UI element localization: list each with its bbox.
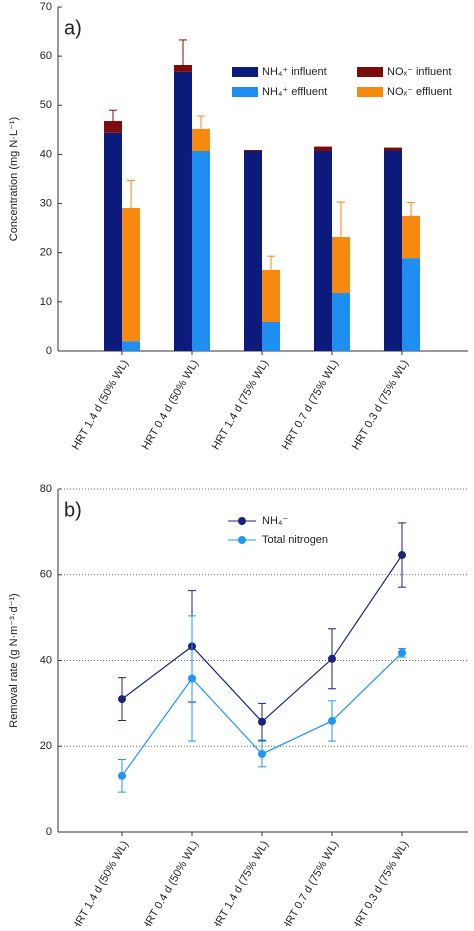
y-tick-label: 50 [40, 99, 52, 111]
bar [174, 64, 192, 72]
y-axis-label: Concentration (mg N·L⁻¹) [8, 117, 20, 241]
bar [402, 258, 420, 351]
legend-label: NH₄⁺ influent [262, 66, 327, 78]
x-tick-label: HRT 1.4 d (75% WL) [210, 839, 271, 926]
bar [262, 322, 280, 351]
y-tick-label: 40 [40, 654, 52, 666]
error-bar [197, 115, 205, 129]
point [118, 695, 126, 704]
error-bar [109, 109, 117, 122]
bar [262, 269, 280, 323]
y-tick-label: 60 [40, 569, 52, 581]
y-axis-label: Removal rate (g N·m⁻³·d⁻¹) [8, 593, 20, 727]
y-tick-label: 80 [40, 483, 52, 495]
bar [332, 236, 350, 294]
bar [402, 215, 420, 259]
y-tick-label: 20 [40, 247, 52, 259]
bar [122, 207, 140, 342]
bar [122, 341, 140, 351]
x-tick-label: HRT 1.4 d (75% WL) [210, 358, 271, 452]
y-tick-label: 20 [40, 740, 52, 752]
legend-label: Total nitrogen [262, 534, 328, 546]
y-tick-label: 0 [46, 345, 52, 357]
point [258, 749, 266, 758]
x-tick-label: HRT 0.3 d (75% WL) [350, 358, 411, 452]
panel-label: b) [64, 499, 82, 521]
x-tick-label: HRT 0.4 d (50% WL) [140, 358, 201, 452]
x-tick-label: HRT 0.7 d (75% WL) [280, 839, 341, 926]
bar [192, 128, 210, 151]
legend-swatch [232, 87, 258, 97]
bar [314, 150, 332, 351]
legend-swatch [357, 67, 383, 77]
point [398, 648, 406, 657]
bar [384, 150, 402, 351]
y-tick-label: 40 [40, 148, 52, 160]
error-bar [398, 522, 406, 556]
error-bar [328, 628, 336, 659]
y-tick-label: 0 [46, 826, 52, 838]
point [258, 717, 266, 726]
legend-marker [238, 517, 246, 525]
error-bar [337, 201, 345, 237]
error-bar [188, 678, 196, 742]
error-bar [267, 255, 275, 270]
error-bar [407, 202, 415, 216]
x-tick-label: HRT 0.3 d (75% WL) [350, 839, 411, 926]
x-tick-label: HRT 0.4 d (50% WL) [140, 839, 201, 926]
legend-label: NOₓ⁻ effluent [387, 86, 452, 98]
bar [332, 293, 350, 351]
bar [244, 150, 262, 351]
y-tick-label: 60 [40, 50, 52, 62]
error-bar [179, 39, 187, 65]
legend-label: NH₄⁻ [262, 515, 288, 527]
point [328, 716, 336, 725]
y-tick-label: 30 [40, 197, 52, 209]
bar [192, 150, 210, 351]
legend-swatch [232, 67, 258, 77]
y-tick-label: 10 [40, 296, 52, 308]
panel-label: a) [64, 17, 82, 39]
bar [104, 121, 122, 133]
legend-label: NOₓ⁻ influent [387, 66, 451, 78]
y-tick-label: 70 [40, 1, 52, 13]
bar [314, 146, 332, 151]
error-bar [127, 179, 135, 208]
x-tick-label: HRT 1.4 d (50% WL) [70, 839, 131, 926]
line [121, 554, 403, 723]
point [118, 771, 126, 780]
bar [384, 147, 402, 151]
x-tick-label: HRT 1.4 d (50% WL) [70, 358, 131, 452]
x-tick-label: HRT 0.7 d (75% WL) [280, 358, 341, 452]
error-bar [398, 555, 406, 588]
point [398, 551, 406, 560]
point [188, 674, 196, 683]
error-bar [328, 658, 336, 690]
legend-label: NH₄⁺ effluent [262, 86, 327, 98]
error-bar [188, 615, 196, 679]
legend-marker [238, 536, 246, 544]
bar [174, 71, 192, 352]
bar [104, 132, 122, 351]
point [328, 654, 336, 663]
bar [244, 150, 262, 151]
legend-swatch [357, 87, 383, 97]
